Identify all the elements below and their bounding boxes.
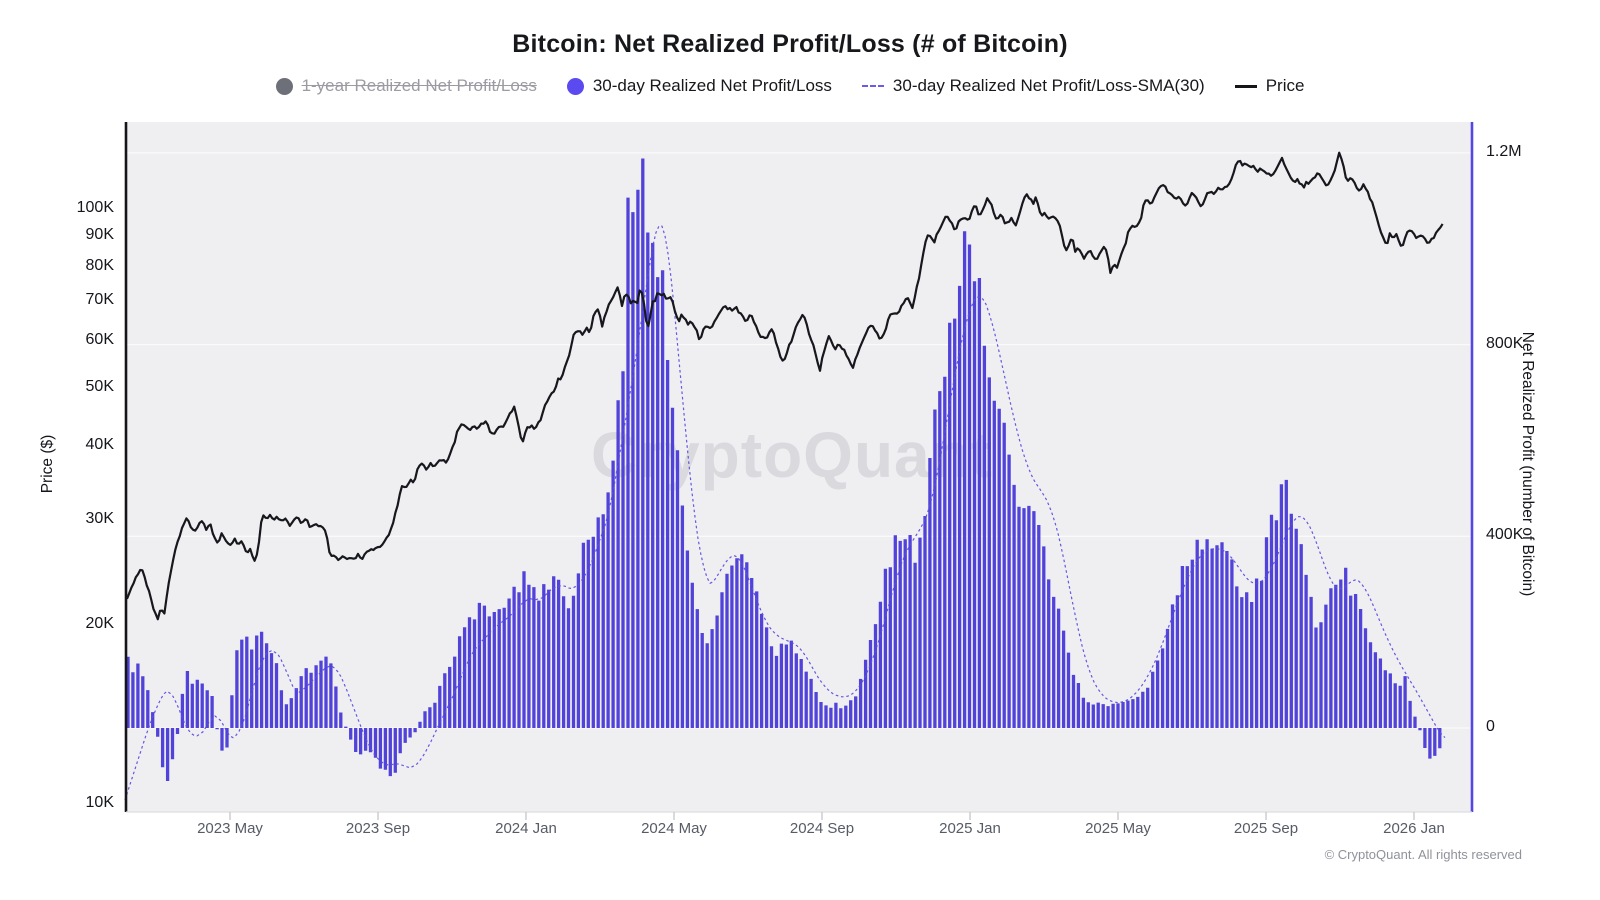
left-axis-tick-label: 50K	[85, 378, 114, 396]
chart-title: Bitcoin: Net Realized Profit/Loss (# of …	[512, 30, 1068, 58]
right-axis-tick-label: 1.2M	[1486, 142, 1522, 160]
bars-30d-net-profit-loss	[126, 158, 1442, 781]
left-axis-tick-label: 70K	[85, 291, 114, 309]
left-axis-tick-label: 100K	[76, 199, 114, 216]
right-axis-tick-label: 0	[1486, 718, 1495, 735]
right-axis-title: Net Realized Profit (number of Bitcoin)	[1519, 331, 1536, 597]
legend-item-1y-realized[interactable]: 1-year Realized Net Profit/Loss	[275, 76, 537, 96]
x-axis-tick-label: 2024 May	[641, 820, 707, 837]
left-axis-tick-label: 80K	[85, 256, 114, 274]
legend-label: 1-year Realized Net Profit/Loss	[301, 76, 537, 95]
legend: 1-year Realized Net Profit/Loss 30-day Re…	[0, 76, 1580, 96]
copyright: © CryptoQuant. All rights reserved	[1324, 847, 1522, 862]
legend-label: Price	[1265, 76, 1305, 95]
legend-dashed-line-icon	[861, 85, 884, 87]
legend-label: 30-day Realized Net Profit/Loss	[592, 76, 832, 95]
left-axis-tick-label: 30K	[85, 510, 114, 528]
legend-dot-icon	[566, 77, 584, 95]
x-axis-tick-label: 2025 Jan	[939, 820, 1001, 837]
legend-item-30d-sma[interactable]: 30-day Realized Net Profit/Loss-SMA(30)	[861, 76, 1205, 96]
left-axis-tick-label: 20K	[85, 614, 114, 632]
x-axis-tick-label: 2024 Jan	[495, 820, 557, 837]
x-axis-tick-label: 2026 Jan	[1383, 820, 1445, 837]
left-axis-tick-label: 90K	[85, 226, 114, 244]
x-axis-tick-label: 2024 Sep	[789, 820, 855, 837]
right-axis-tick-label: 400K	[1486, 526, 1524, 544]
left-axis-title: Price ($)	[39, 434, 56, 494]
x-axis-tick-label: 2023 Sep	[345, 820, 411, 837]
legend-dot-icon	[275, 77, 293, 95]
x-axis-tick-label: 2023 May	[197, 820, 263, 837]
x-axis-tick-label: 2025 May	[1085, 820, 1151, 837]
right-axis-tick-label: 800K	[1486, 334, 1524, 352]
left-axis-tick-label: 60K	[85, 331, 114, 348]
legend-solid-line-icon	[1234, 84, 1257, 88]
legend-item-30d-realized[interactable]: 30-day Realized Net Profit/Loss	[566, 76, 832, 96]
sma-30-line	[124, 225, 1446, 801]
x-axis-tick-label: 2025 Sep	[1233, 820, 1299, 837]
left-axis-tick-label: 40K	[85, 435, 114, 453]
price-line	[125, 151, 1444, 621]
left-axis-tick-label: 10K	[85, 794, 114, 811]
legend-item-price[interactable]: Price	[1234, 76, 1305, 96]
legend-label: 30-day Realized Net Profit/Loss-SMA(30)	[892, 76, 1205, 95]
